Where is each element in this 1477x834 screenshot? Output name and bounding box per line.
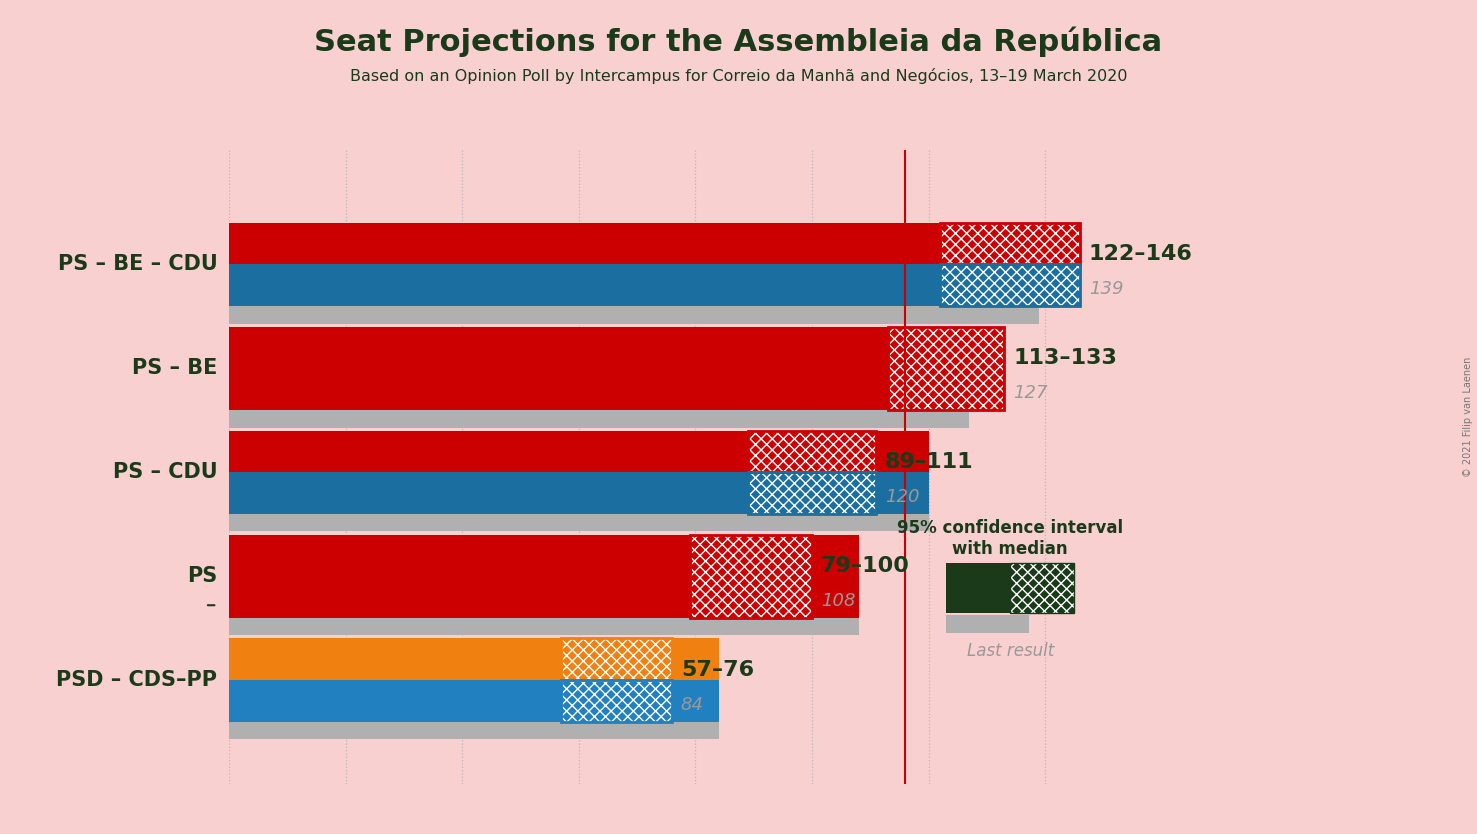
Bar	[747, 430, 876, 472]
Text: Based on an Opinion Poll by Intercampus for Correio da Manhã and Negócios, 13–19: Based on an Opinion Poll by Intercampus …	[350, 68, 1127, 84]
Text: 95% confidence interval
with median: 95% confidence interval with median	[897, 519, 1123, 558]
Bar	[229, 505, 929, 531]
Bar	[690, 535, 812, 618]
Text: 122–146: 122–146	[1089, 244, 1193, 264]
Bar	[229, 264, 1040, 306]
Text: PS: PS	[188, 566, 217, 586]
Bar	[229, 327, 969, 409]
Text: 127: 127	[1013, 384, 1047, 402]
Bar	[561, 680, 672, 721]
Bar	[229, 535, 858, 618]
Text: 120: 120	[885, 488, 919, 506]
Bar	[747, 430, 876, 472]
Text: 57–76: 57–76	[681, 660, 753, 680]
Bar	[941, 264, 1080, 306]
Text: PS – BE – CDU: PS – BE – CDU	[58, 254, 217, 274]
Text: © 2021 Filip van Laenen: © 2021 Filip van Laenen	[1462, 357, 1473, 477]
Bar	[229, 430, 929, 472]
Text: 79–100: 79–100	[821, 555, 910, 575]
Text: 89–111: 89–111	[885, 452, 973, 472]
Bar	[229, 400, 969, 428]
Bar	[229, 712, 719, 739]
Bar	[941, 264, 1080, 306]
Bar	[747, 472, 876, 514]
Bar	[947, 563, 1010, 612]
Bar	[690, 535, 812, 618]
Text: 108: 108	[821, 592, 855, 610]
Bar	[947, 615, 1029, 633]
Text: PS – CDU: PS – CDU	[112, 462, 217, 482]
Bar	[229, 472, 929, 514]
Bar	[888, 327, 1004, 409]
Text: 113–133: 113–133	[1013, 348, 1117, 368]
Bar	[941, 223, 1080, 264]
Bar	[229, 680, 719, 721]
Bar	[1010, 563, 1074, 612]
Bar	[747, 472, 876, 514]
Bar	[561, 639, 672, 680]
Text: 84: 84	[681, 696, 703, 714]
Bar	[561, 680, 672, 721]
Text: 139: 139	[1089, 280, 1124, 299]
Bar	[229, 223, 1040, 264]
Bar	[561, 639, 672, 680]
Bar	[229, 297, 1040, 324]
Text: PSD – CDS–PP: PSD – CDS–PP	[56, 670, 217, 690]
Bar	[941, 223, 1080, 264]
Bar	[229, 608, 858, 636]
Bar	[1010, 563, 1074, 612]
Text: Seat Projections for the Assembleia da República: Seat Projections for the Assembleia da R…	[315, 27, 1162, 58]
Text: Last result: Last result	[966, 641, 1053, 660]
Bar	[229, 639, 719, 680]
Text: PS – BE: PS – BE	[131, 359, 217, 379]
Bar	[888, 327, 1004, 409]
